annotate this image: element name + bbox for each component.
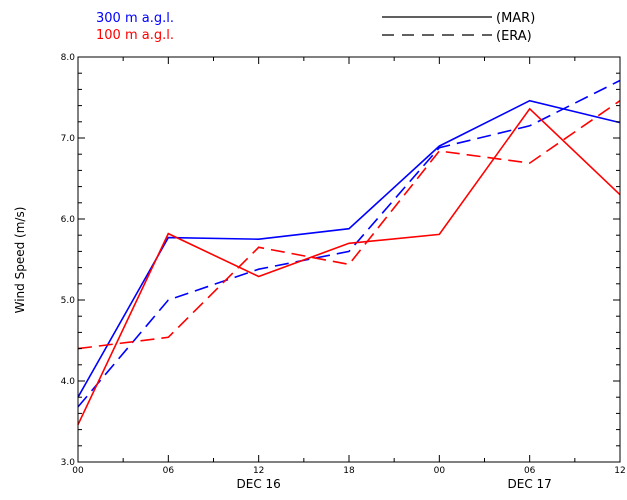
x-tick-label: 18 [343, 466, 355, 476]
x-tick-label: 00 [72, 466, 84, 476]
y-tick-label: 4.0 [61, 377, 76, 387]
series-layer [77, 79, 621, 426]
series-line-1 [77, 99, 621, 398]
x-tick-label: 12 [614, 466, 625, 476]
series-line-4 [77, 100, 621, 350]
legend: 300 m a.g.l. 100 m a.g.l. (MAR) (ERA) [96, 11, 535, 44]
y-tick-label: 8.0 [61, 53, 76, 63]
y-axis-title: Wind Speed (m/s) [13, 207, 27, 314]
legend-style-label: (MAR) [496, 11, 535, 26]
y-tick-label: 5.0 [61, 296, 76, 306]
x-tick-label: 12 [253, 466, 264, 476]
legend-level-label: 100 m a.g.l. [96, 28, 174, 43]
y-tick-label: 6.0 [61, 215, 76, 225]
legend-style-label: (ERA) [496, 29, 532, 44]
x-date-label: DEC 17 [508, 477, 552, 491]
x-tick-label: 00 [434, 466, 446, 476]
x-tick-label: 06 [524, 466, 536, 476]
y-tick-label: 3.0 [61, 458, 76, 468]
x-date-label: DEC 16 [237, 477, 281, 491]
x-tick-label: 06 [163, 466, 175, 476]
y-tick-label: 7.0 [61, 134, 76, 144]
legend-level-label: 300 m a.g.l. [96, 11, 174, 26]
